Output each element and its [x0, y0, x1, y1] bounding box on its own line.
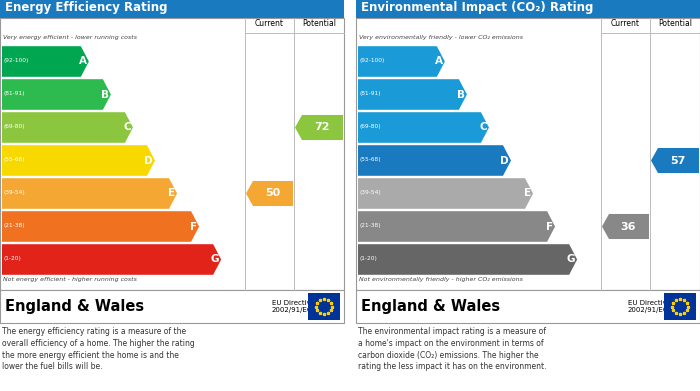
Polygon shape: [2, 145, 155, 176]
Text: Current: Current: [255, 19, 284, 28]
Text: C: C: [123, 122, 131, 133]
Text: F: F: [190, 221, 197, 231]
Bar: [356, 290, 700, 323]
Text: England & Wales: England & Wales: [5, 299, 144, 314]
Bar: [308, 293, 340, 320]
Polygon shape: [2, 244, 221, 275]
Polygon shape: [2, 46, 89, 77]
Text: (55-68): (55-68): [360, 157, 382, 162]
Text: E: E: [168, 188, 175, 199]
Polygon shape: [358, 244, 577, 275]
Text: 57: 57: [671, 156, 686, 165]
Text: A: A: [79, 57, 87, 66]
Polygon shape: [295, 115, 343, 140]
Text: (21-38): (21-38): [4, 223, 26, 228]
Text: G: G: [211, 255, 219, 264]
Polygon shape: [358, 211, 555, 242]
Text: Not energy efficient - higher running costs: Not energy efficient - higher running co…: [3, 277, 137, 282]
Text: Potential: Potential: [302, 19, 336, 28]
Polygon shape: [2, 211, 199, 242]
Text: (81-91): (81-91): [360, 91, 382, 96]
Text: The environmental impact rating is a measure of
a home's impact on the environme: The environmental impact rating is a mea…: [358, 327, 547, 371]
Text: (92-100): (92-100): [4, 58, 29, 63]
Text: A: A: [435, 57, 443, 66]
Text: The energy efficiency rating is a measure of the
overall efficiency of a home. T: The energy efficiency rating is a measur…: [2, 327, 195, 371]
Text: Potential: Potential: [658, 19, 692, 28]
Text: (92-100): (92-100): [360, 58, 386, 63]
Text: B: B: [101, 90, 109, 99]
Text: E: E: [524, 188, 531, 199]
Text: England & Wales: England & Wales: [361, 299, 500, 314]
Polygon shape: [246, 181, 293, 206]
Text: (55-68): (55-68): [4, 157, 26, 162]
Text: D: D: [144, 156, 153, 165]
Polygon shape: [2, 112, 133, 143]
Text: C: C: [480, 122, 487, 133]
Text: B: B: [457, 90, 465, 99]
Bar: [0, 290, 344, 323]
Text: 50: 50: [265, 188, 280, 199]
Text: D: D: [500, 156, 509, 165]
Text: Very energy efficient - lower running costs: Very energy efficient - lower running co…: [3, 35, 137, 40]
Text: Current: Current: [610, 19, 640, 28]
Bar: [356, 18, 700, 290]
Text: (69-80): (69-80): [4, 124, 26, 129]
Text: G: G: [567, 255, 575, 264]
Text: Not environmentally friendly - higher CO₂ emissions: Not environmentally friendly - higher CO…: [359, 277, 523, 282]
Bar: [356, 0, 700, 18]
Polygon shape: [358, 112, 489, 143]
Text: (39-54): (39-54): [4, 190, 26, 195]
Text: F: F: [546, 221, 553, 231]
Text: (21-38): (21-38): [360, 223, 382, 228]
Polygon shape: [2, 178, 177, 209]
Text: 36: 36: [621, 221, 636, 231]
Bar: [0, 0, 344, 18]
Polygon shape: [358, 145, 511, 176]
Text: (39-54): (39-54): [360, 190, 382, 195]
Text: (81-91): (81-91): [4, 91, 25, 96]
Text: (1-20): (1-20): [4, 256, 22, 261]
Text: (1-20): (1-20): [360, 256, 378, 261]
Bar: [0, 18, 344, 290]
Polygon shape: [2, 79, 111, 110]
Polygon shape: [651, 148, 699, 173]
Polygon shape: [358, 79, 467, 110]
Polygon shape: [358, 46, 445, 77]
Bar: [664, 293, 696, 320]
Text: Very environmentally friendly - lower CO₂ emissions: Very environmentally friendly - lower CO…: [359, 35, 523, 40]
Text: Energy Efficiency Rating: Energy Efficiency Rating: [5, 1, 167, 14]
Polygon shape: [602, 214, 649, 239]
Text: EU Directive
2002/91/EC: EU Directive 2002/91/EC: [272, 300, 315, 313]
Text: Environmental Impact (CO₂) Rating: Environmental Impact (CO₂) Rating: [361, 1, 594, 14]
Text: (69-80): (69-80): [360, 124, 382, 129]
Text: 72: 72: [314, 122, 330, 133]
Text: EU Directive
2002/91/EC: EU Directive 2002/91/EC: [628, 300, 671, 313]
Polygon shape: [358, 178, 533, 209]
